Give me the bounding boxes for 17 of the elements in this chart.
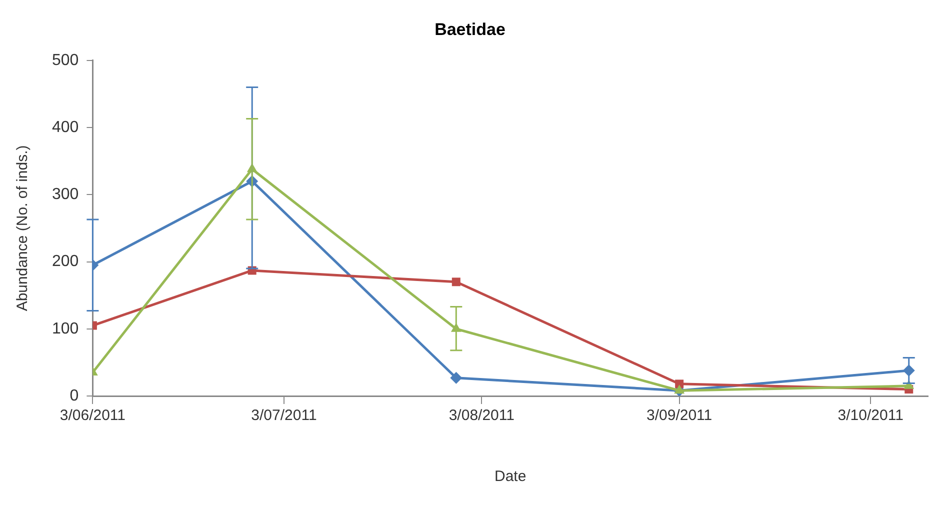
x-tick-label: 3/10/2011 xyxy=(838,407,904,424)
y-tick-label: 400 xyxy=(52,118,79,136)
x-tick-label: 3/08/2011 xyxy=(448,407,514,424)
x-tick-label: 3/07/2011 xyxy=(251,407,317,424)
y-tick-label: 200 xyxy=(52,253,79,270)
y-tick-label: 100 xyxy=(52,320,79,338)
x-axis-title: Date xyxy=(494,468,526,486)
y-tick-label: 0 xyxy=(70,387,79,404)
point xyxy=(450,372,462,384)
y-axis-title: Abundance (No. of inds.) xyxy=(14,145,32,312)
x-tick-label: 3/09/2011 xyxy=(646,407,712,424)
point xyxy=(675,380,684,388)
point xyxy=(452,278,460,286)
y-tick-label: 300 xyxy=(52,186,79,204)
y-tick-label: 500 xyxy=(52,52,79,69)
chart-title: Baetidae xyxy=(434,20,506,39)
x-tick-label: 3/06/2011 xyxy=(60,407,126,424)
